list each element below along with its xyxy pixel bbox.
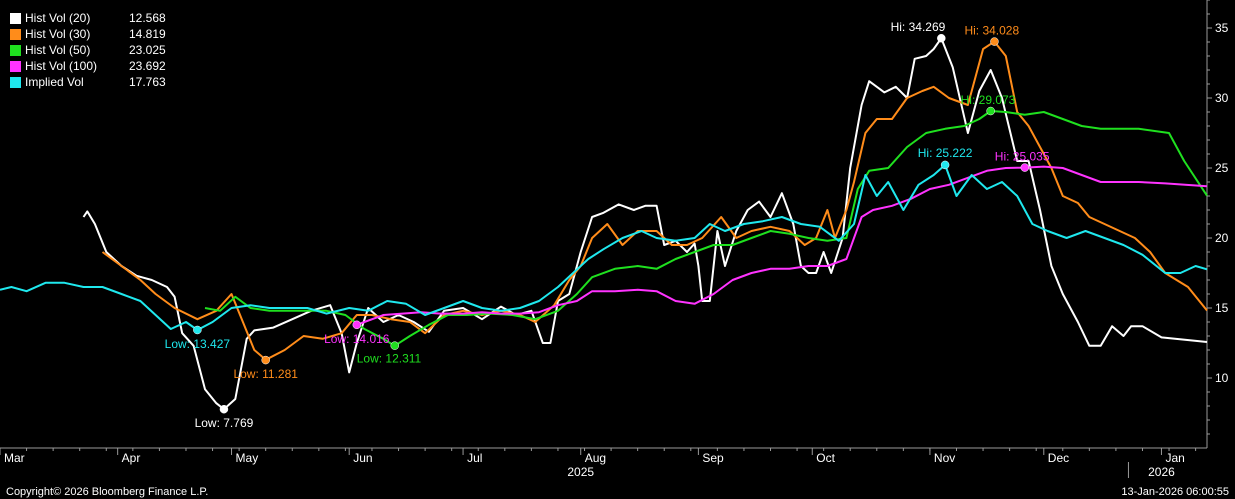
annotation-dot	[1020, 163, 1030, 172]
x-tick-label: Sep	[702, 451, 724, 465]
annotation-dot	[261, 355, 270, 365]
copyright-text: Copyright© 2026 Bloomberg Finance L.P.	[6, 486, 209, 498]
series-line-3	[356, 165, 1208, 326]
annotation-dot	[937, 33, 946, 43]
legend-item: Hist Vol (50) 23.025	[10, 42, 166, 58]
x-tick-label: Jul	[467, 451, 482, 465]
y-tick-label: 25	[1215, 161, 1229, 175]
legend-series-name: Hist Vol (20)	[25, 11, 91, 25]
annotation-label: Hi: 25.222	[918, 146, 973, 160]
annotation-dot	[390, 341, 399, 350]
annotation-label: Low: 7.769	[195, 416, 254, 430]
y-tick-label: 10	[1215, 371, 1229, 385]
legend-series-value: 12.568	[129, 11, 166, 25]
annotation-dot	[219, 404, 229, 414]
legend-series-value: 23.025	[129, 43, 166, 57]
series-line-0	[82, 37, 1208, 411]
annotation-label: Hi: 34.269	[891, 20, 946, 34]
annotation-label: Hi: 29.073	[961, 93, 1016, 107]
x-tick-label: May	[236, 451, 259, 465]
legend-item: Hist Vol (100) 23.692	[10, 58, 166, 74]
series-line-2	[204, 110, 1208, 347]
legend-item: Hist Vol (20) 12.568	[10, 10, 166, 26]
annotation-dot	[990, 37, 999, 46]
y-tick-label: 20	[1215, 231, 1229, 245]
legend-swatch	[10, 12, 21, 24]
legend-series-name: Hist Vol (50)	[25, 43, 91, 57]
legend-swatch	[10, 76, 21, 88]
legend-swatch	[10, 60, 21, 72]
timestamp-text: 13-Jan-2026 06:00:55	[1121, 486, 1229, 498]
legend-item: Hist Vol (30) 14.819	[10, 26, 166, 42]
y-tick-label: 30	[1215, 91, 1229, 105]
annotation-label: Low: 12.311	[357, 352, 422, 366]
y-tick-label: 35	[1215, 21, 1229, 35]
x-tick-label: Dec	[1048, 451, 1069, 465]
x-tick-label: Mar	[4, 451, 25, 465]
legend-series-value: 17.763	[129, 75, 166, 89]
annotation-label: Low: 13.427	[165, 337, 231, 351]
legend-series-value: 14.819	[129, 27, 166, 41]
annotation-markers: Hi: 34.269 Hi: 34.028 Hi: 29.073 Hi: 25.035…	[165, 20, 1050, 430]
x-tick-label: Oct	[816, 451, 835, 465]
annotation-label: Hi: 25.035	[995, 150, 1050, 164]
x-year-label: 2026	[1148, 465, 1175, 479]
annotation-dot	[986, 106, 995, 116]
x-tick-label: Jun	[353, 451, 372, 465]
annotation-dot	[940, 160, 950, 170]
annotation-label: Hi: 34.028	[964, 24, 1019, 38]
legend-item: Implied Vol 17.763	[10, 74, 166, 90]
legend: Hist Vol (20) 12.568 Hist Vol (30) 14.819 Hi…	[6, 8, 170, 92]
annotation-label: Low: 11.281	[233, 367, 298, 381]
x-tick-label: Aug	[585, 451, 606, 465]
x-year-label: 2025	[567, 465, 594, 479]
x-tick-label: Nov	[934, 451, 955, 465]
legend-series-name: Hist Vol (100)	[25, 59, 98, 73]
series-line-1	[101, 40, 1208, 361]
legend-series-name: Implied Vol	[25, 75, 84, 89]
x-tick-label: Jan	[1165, 451, 1184, 465]
legend-swatch	[10, 44, 21, 56]
annotation-label: Low: 14.016	[324, 332, 390, 346]
legend-swatch	[10, 28, 21, 40]
y-tick-label: 15	[1215, 301, 1229, 315]
annotation-dot	[193, 325, 202, 335]
legend-series-name: Hist Vol (30)	[25, 27, 91, 41]
legend-series-value: 23.692	[129, 59, 166, 73]
annotation-dot	[352, 320, 362, 330]
x-tick-label: Apr	[122, 451, 141, 465]
